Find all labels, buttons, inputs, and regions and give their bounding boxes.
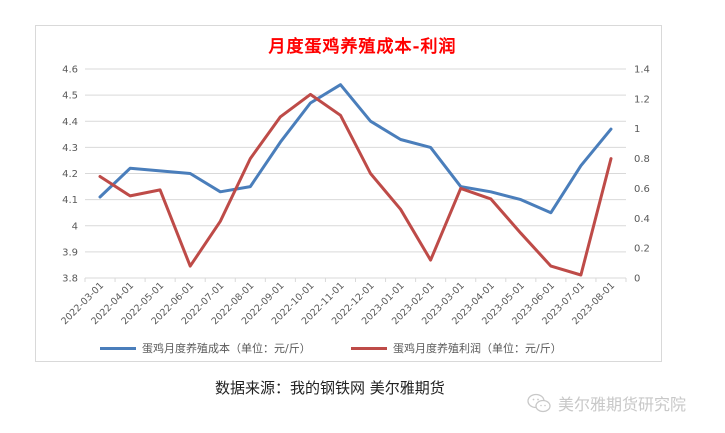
wechat-icon xyxy=(527,393,551,413)
left-axis-tick: 4.2 xyxy=(62,169,78,180)
right-axis-tick: 1.4 xyxy=(634,65,650,76)
right-axis-tick: 0.8 xyxy=(634,154,650,165)
legend-item-cost: 蛋鸡月度养殖成本（单位：元/斤） xyxy=(100,340,311,356)
left-axis-tick: 3.8 xyxy=(62,274,78,285)
left-axis-tick: 4.4 xyxy=(62,117,78,128)
legend-swatch-profit xyxy=(351,346,387,350)
legend-item-profit: 蛋鸡月度养殖利润（单位：元/斤） xyxy=(351,340,562,356)
right-axis-tick: 0.2 xyxy=(634,244,650,255)
chart-legend: 蛋鸡月度养殖成本（单位：元/斤） 蛋鸡月度养殖利润（单位：元/斤） xyxy=(0,340,725,356)
chart-title: 月度蛋鸡养殖成本-利润 xyxy=(268,37,457,57)
cost-series-line xyxy=(98,83,613,215)
profit-series-line xyxy=(98,92,613,277)
legend-label-cost: 蛋鸡月度养殖成本（单位：元/斤） xyxy=(142,342,311,355)
legend-swatch-cost xyxy=(100,346,136,350)
right-axis-tick: 1 xyxy=(634,124,640,135)
left-axis-tick: 4.6 xyxy=(62,65,78,76)
watermark: 美尔雅期货研究院 xyxy=(526,391,686,415)
left-axis-tick: 3.9 xyxy=(62,247,78,258)
left-axis-tick: 4.1 xyxy=(62,195,78,206)
left-axis-tick: 4.5 xyxy=(62,91,78,102)
right-axis-tick: 0 xyxy=(634,274,640,285)
data-source-note: 数据来源：我的钢铁网 美尔雅期货 xyxy=(215,379,445,397)
right-axis-tick: 0.4 xyxy=(634,214,650,225)
right-axis-tick: 0.6 xyxy=(634,184,650,195)
left-axis-tick: 4.3 xyxy=(62,143,78,154)
right-axis-tick: 1.2 xyxy=(634,94,650,105)
left-axis-tick: 4 xyxy=(72,221,78,232)
legend-label-profit: 蛋鸡月度养殖利润（单位：元/斤） xyxy=(393,342,562,355)
watermark-text: 美尔雅期货研究院 xyxy=(558,395,687,414)
